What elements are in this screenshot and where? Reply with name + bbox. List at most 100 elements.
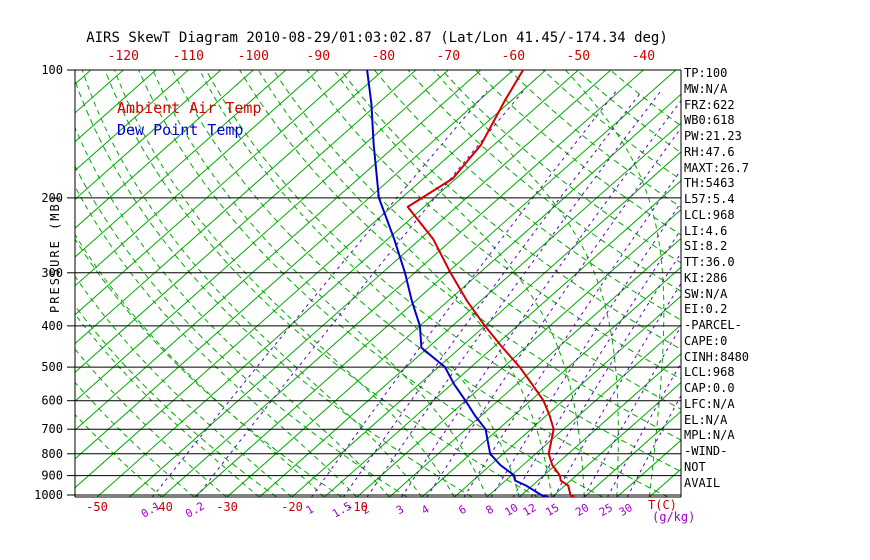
- mixing-ratio-line: [310, 90, 617, 497]
- moist-adiabat-line: [75, 348, 228, 497]
- mixing-ratio-label: 1: [304, 503, 316, 518]
- isotherm-line: [584, 410, 681, 497]
- mixing-unit-label: (g/kg): [652, 510, 695, 524]
- stats-line: KI:286: [684, 270, 728, 285]
- pressure-tick-label: 100: [41, 63, 63, 77]
- mixing-ratio-label: 25: [597, 501, 615, 519]
- mixing-ratio-label: 20: [573, 501, 591, 519]
- mixing-ratio-line: [530, 252, 681, 497]
- isotherm-line: [356, 208, 681, 497]
- mixing-ratio-label: 4: [419, 502, 432, 517]
- dry-adiabat-line: [340, 70, 681, 350]
- isotherm-line: [324, 180, 681, 497]
- pressure-tick-label: 800: [41, 447, 63, 461]
- pressure-tick-label: 700: [41, 422, 63, 436]
- isotherm-line: [75, 70, 352, 316]
- legend-dew-point-temp: Dew Point Temp: [117, 121, 243, 139]
- moist-adiabat-line: [75, 313, 260, 497]
- isotherm-line: [649, 468, 681, 497]
- dry-adiabat-line: [239, 70, 681, 441]
- moist-adiabat-line: [75, 275, 293, 497]
- pressure-tick-label: 400: [41, 319, 63, 333]
- dry-adiabat-line: [374, 70, 681, 321]
- temp-curve: [406, 70, 575, 497]
- top-temp-tick-label: -70: [437, 49, 460, 64]
- isotherm-line: [75, 70, 189, 172]
- isotherm-line: [75, 70, 319, 287]
- moist-adiabat-line: [75, 126, 390, 497]
- pressure-tick-label: 500: [41, 360, 63, 374]
- top-temp-tick-label: -90: [307, 49, 330, 64]
- chart-title: AIRS SkewT Diagram 2010-08-29/01:03:02.8…: [86, 30, 668, 46]
- moist-adiabat-line: [257, 70, 553, 497]
- moist-adiabat-line: [75, 233, 325, 497]
- isotherm-line: [75, 70, 547, 489]
- stats-line: LCL:968: [684, 365, 735, 380]
- stats-line: -PARCEL-: [684, 318, 742, 332]
- stats-line: MPL:N/A: [684, 428, 735, 443]
- isotherm-line: [519, 353, 681, 497]
- dry-adiabat-line: [475, 70, 681, 236]
- dewpoint-curve: [366, 70, 549, 497]
- background-lines: [75, 70, 681, 497]
- stats-line: AVAIL: [684, 475, 721, 490]
- pressure-tick-label: 200: [41, 191, 63, 205]
- isotherm-line: [75, 70, 384, 345]
- pressure-tick-label: 900: [41, 469, 63, 483]
- mixing-ratio-label: 15: [543, 501, 561, 519]
- moist-adiabat-line: [333, 70, 585, 497]
- bottom-temp-tick-label: -10: [346, 500, 368, 514]
- isotherm-line: [389, 237, 681, 497]
- stats-line: TP:100: [684, 66, 728, 80]
- isotherm-line: [259, 122, 681, 497]
- stats-line: LFC:N/A: [684, 396, 735, 411]
- isotherm-line: [75, 70, 482, 431]
- bottom-temp-tick-label: -50: [86, 500, 108, 514]
- moist-adiabat-line: [81, 70, 423, 497]
- dry-adiabat-line: [272, 70, 681, 410]
- moist-adiabat-line: [433, 70, 619, 497]
- isotherm-line: [75, 70, 254, 229]
- bottom-temp-tick-label: -30: [216, 500, 238, 514]
- stats-line: NOT: [684, 459, 706, 474]
- stats-line: EL:N/A: [684, 412, 728, 427]
- stats-line: MW:N/A: [684, 81, 728, 96]
- stats-line: CINH:8480: [684, 349, 750, 364]
- isotherm-line: [75, 70, 222, 201]
- pressure-tick-label: 300: [41, 266, 63, 280]
- mixing-ratio-line: [151, 90, 488, 497]
- mixing-ratio-label: 6: [456, 503, 468, 518]
- dry-adiabat-line: [104, 70, 538, 497]
- stats-line: MAXT:26.7: [684, 160, 750, 175]
- isotherm-line: [454, 295, 681, 497]
- mixing-ratio-line: [426, 127, 681, 497]
- dry-adiabat-line: [306, 70, 681, 380]
- stats-line: SI:8.2: [684, 239, 728, 254]
- stats-panel: TP:100 MW:N/A FRZ:622 WB0:618 PW:21.23 RH:47.…: [684, 66, 749, 491]
- isotherm-line: [486, 324, 681, 497]
- isotherm-line: [75, 70, 157, 143]
- mixing-ratio-label: 3: [394, 503, 406, 518]
- legend-ambient-air-temp: Ambient Air Temp: [117, 99, 262, 117]
- isotherm-line: [75, 70, 417, 374]
- pressure-axis-label: PRESSURE (MB): [48, 193, 62, 313]
- dry-adiabat-line: [75, 79, 473, 497]
- temp-unit-label: T(C): [648, 498, 677, 512]
- mixing-ratio-line: [490, 201, 681, 497]
- isotherm-line: [75, 70, 449, 402]
- stats-line: SW:N/A: [684, 286, 728, 301]
- top-temp-tick-label: -60: [502, 49, 525, 64]
- moist-adiabat-line: [199, 70, 520, 497]
- isotherm-line: [421, 266, 681, 497]
- sounding-curves: [366, 70, 575, 497]
- dry-adiabat-line: [75, 238, 343, 497]
- top-temp-tick-label: -110: [173, 49, 204, 64]
- dry-adiabat-line: [75, 305, 278, 497]
- top-temp-tick-label: -120: [108, 49, 139, 64]
- stats-line: RH:47.6: [684, 144, 735, 159]
- dry-adiabat-line: [75, 165, 408, 497]
- isotherm-line: [75, 70, 514, 460]
- stats-line: EI:0.2: [684, 302, 728, 317]
- stats-line: LCL:968: [684, 207, 735, 222]
